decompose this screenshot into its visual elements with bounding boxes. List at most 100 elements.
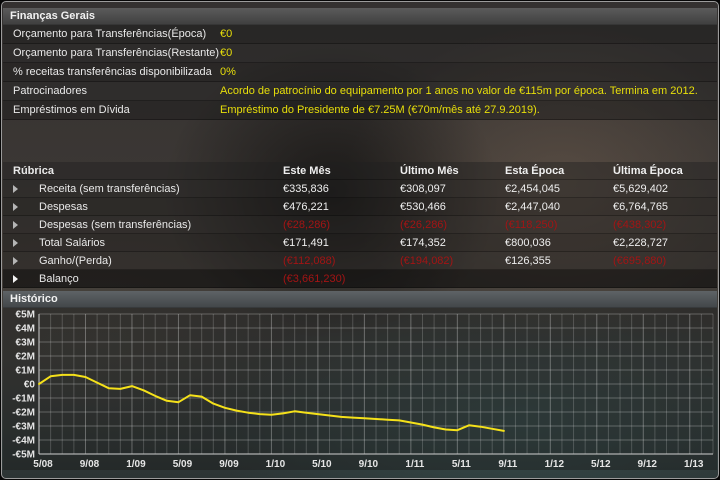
value-last-season: (€438,302) bbox=[613, 219, 667, 231]
svg-text:1/09: 1/09 bbox=[126, 459, 146, 470]
row-label: Balanço bbox=[39, 273, 79, 285]
value-last-month: €174,352 bbox=[400, 237, 446, 249]
finance-info-value: €0 bbox=[220, 47, 233, 59]
row-label: Despesas bbox=[39, 201, 88, 213]
history-chart-panel: €5M €4M €3M €2M €1M €0 -€1M -€2M -€3M -€4M -€5M 5/0… bbox=[3, 308, 717, 470]
svg-text:1/10: 1/10 bbox=[266, 459, 286, 470]
table-row-label-cell: Ganho/(Perda) bbox=[3, 252, 283, 270]
value-this-month: €171,491 bbox=[283, 237, 329, 249]
row-label: Ganho/(Perda) bbox=[39, 255, 112, 267]
svg-text:5/12: 5/12 bbox=[591, 459, 611, 470]
expand-triangle-icon[interactable] bbox=[13, 257, 18, 265]
value-this-month: (€28,286) bbox=[283, 219, 331, 231]
table-row-label-cell: Receita (sem transferências) bbox=[3, 180, 283, 198]
value-this-month: (€3,661,230) bbox=[283, 273, 346, 285]
value-last-month: €308,097 bbox=[400, 183, 446, 195]
svg-text:1/11: 1/11 bbox=[405, 459, 424, 470]
svg-text:€4M: €4M bbox=[16, 324, 35, 335]
column-header: Última Época bbox=[613, 165, 683, 177]
table-row[interactable]: Despesas €476,221 €530,466 €2,447,040 €6… bbox=[3, 198, 717, 216]
svg-text:9/12: 9/12 bbox=[638, 459, 658, 470]
table-body: Receita (sem transferências) €335,836 €3… bbox=[3, 180, 717, 288]
table-row-label-cell: Total Salários bbox=[3, 234, 283, 252]
finance-info-row: Empréstimos em Dívida Empréstimo do Pres… bbox=[3, 101, 717, 120]
svg-text:€5M: €5M bbox=[16, 310, 35, 321]
section-header-financas-gerais: Finanças Gerais bbox=[3, 8, 717, 25]
table-row[interactable]: Ganho/(Perda) (€112,088) (€194,082) €126… bbox=[3, 252, 717, 270]
value-last-month: (€194,082) bbox=[400, 255, 454, 267]
row-label: Total Salários bbox=[39, 237, 106, 249]
finance-info-row: Orçamento para Transferências(Restante) … bbox=[3, 44, 717, 63]
value-this-season: (€118,250) bbox=[505, 219, 558, 231]
table-row-label-cell: Balanço bbox=[3, 270, 283, 288]
general-finances-list: Orçamento para Transferências(Época) €0 … bbox=[3, 25, 717, 120]
value-this-season: €126,355 bbox=[505, 255, 551, 267]
row-label: Receita (sem transferências) bbox=[39, 183, 180, 195]
finance-info-row: % receitas transferências disponibilizad… bbox=[3, 63, 717, 82]
svg-text:5/11: 5/11 bbox=[452, 459, 471, 470]
section-title: Histórico bbox=[10, 293, 58, 305]
column-header: Rúbrica bbox=[13, 165, 54, 177]
svg-text:9/09: 9/09 bbox=[219, 459, 239, 470]
value-this-month: €335,836 bbox=[283, 183, 329, 195]
svg-text:€1M: €1M bbox=[16, 366, 35, 377]
column-header: Este Mês bbox=[283, 165, 331, 177]
table-row[interactable]: Balanço (€3,661,230) bbox=[3, 270, 717, 288]
value-last-season: €2,228,727 bbox=[613, 237, 669, 249]
finance-info-row: Patrocinadores Acordo de patrocínio do e… bbox=[3, 82, 717, 101]
svg-text:-€4M: -€4M bbox=[12, 436, 35, 447]
svg-text:-€3M: -€3M bbox=[12, 422, 35, 433]
finance-info-value: €0 bbox=[220, 28, 233, 40]
finance-info-label: Empréstimos em Dívida bbox=[13, 104, 130, 116]
svg-text:1/12: 1/12 bbox=[545, 459, 565, 470]
value-last-month bbox=[400, 270, 505, 288]
value-last-month: (€26,286) bbox=[400, 219, 448, 231]
svg-text:-€1M: -€1M bbox=[12, 394, 35, 405]
section-title: Finanças Gerais bbox=[10, 10, 95, 22]
table-row-label-cell: Despesas bbox=[3, 198, 283, 216]
svg-text:€0: €0 bbox=[24, 380, 36, 391]
expand-triangle-icon[interactable] bbox=[13, 239, 18, 247]
value-last-season bbox=[613, 270, 717, 288]
value-this-month: €476,221 bbox=[283, 201, 329, 213]
svg-text:-€5M: -€5M bbox=[12, 450, 35, 461]
finance-info-label: Orçamento para Transferências(Restante) bbox=[13, 47, 220, 59]
value-last-season: €5,629,402 bbox=[613, 183, 669, 195]
finance-info-row: Orçamento para Transferências(Época) €0 bbox=[3, 25, 717, 44]
expand-triangle-icon[interactable] bbox=[13, 221, 18, 229]
svg-text:€3M: €3M bbox=[16, 338, 35, 349]
finance-table: Rúbrica Este Mês Último Mês Esta Época Últim… bbox=[3, 162, 717, 288]
column-header: Último Mês bbox=[400, 165, 459, 177]
svg-text:1/13: 1/13 bbox=[684, 459, 704, 470]
svg-text:-€2M: -€2M bbox=[12, 408, 35, 419]
table-row[interactable]: Receita (sem transferências) €335,836 €3… bbox=[3, 180, 717, 198]
svg-text:9/11: 9/11 bbox=[498, 459, 517, 470]
value-this-season: €800,036 bbox=[505, 237, 551, 249]
svg-text:€2M: €2M bbox=[16, 352, 35, 363]
value-this-season: €2,454,045 bbox=[505, 183, 561, 195]
table-row-label-cell: Despesas (sem transferências) bbox=[3, 216, 283, 234]
svg-text:5/08: 5/08 bbox=[33, 459, 53, 470]
expand-triangle-icon[interactable] bbox=[13, 275, 18, 283]
svg-text:5/10: 5/10 bbox=[312, 459, 332, 470]
value-this-month: (€112,088) bbox=[283, 255, 336, 267]
finance-info-label: % receitas transferências disponibilizad… bbox=[13, 66, 212, 78]
finance-info-label: Patrocinadores bbox=[13, 85, 87, 97]
history-chart: €5M €4M €3M €2M €1M €0 -€1M -€2M -€3M -€4M -€5M5/0… bbox=[12, 310, 714, 470]
column-header: Esta Época bbox=[505, 165, 565, 177]
expand-triangle-icon[interactable] bbox=[13, 203, 18, 211]
finance-info-value: Acordo de patrocínio do equipamento por … bbox=[220, 85, 698, 97]
table-header-row: Rúbrica Este Mês Último Mês Esta Época Últim… bbox=[3, 162, 717, 180]
table-row[interactable]: Total Salários €171,491 €174,352 €800,03… bbox=[3, 234, 717, 252]
row-label: Despesas (sem transferências) bbox=[39, 219, 192, 231]
finance-info-label: Orçamento para Transferências(Época) bbox=[13, 28, 207, 40]
value-last-season: €6,764,765 bbox=[613, 201, 669, 213]
value-this-season: €2,447,040 bbox=[505, 201, 561, 213]
section-header-historico: Histórico bbox=[3, 291, 717, 308]
table-row[interactable]: Despesas (sem transferências) (€28,286) … bbox=[3, 216, 717, 234]
expand-triangle-icon[interactable] bbox=[13, 185, 18, 193]
value-this-season bbox=[505, 270, 613, 288]
value-last-month: €530,466 bbox=[400, 201, 446, 213]
